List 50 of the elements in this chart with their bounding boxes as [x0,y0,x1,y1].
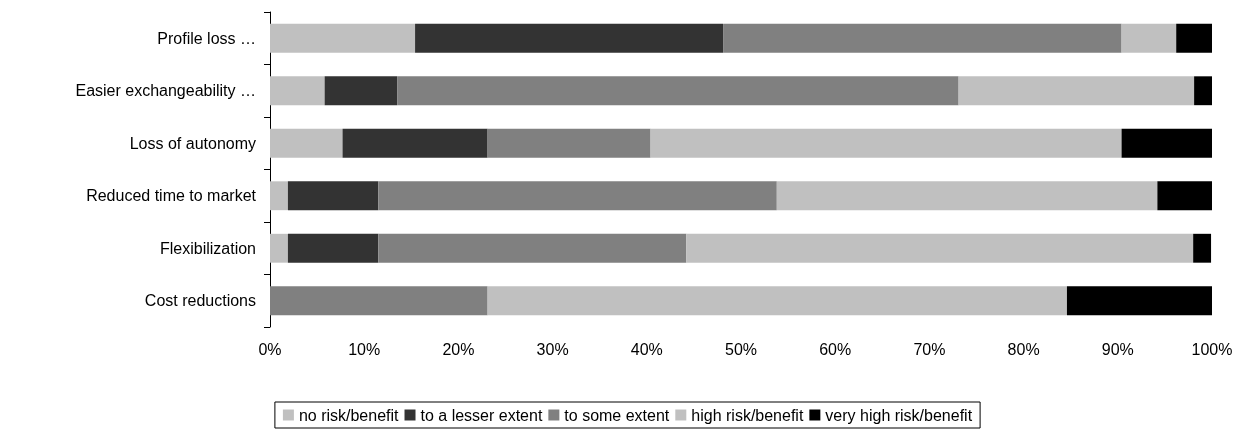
legend-label: very high risk/benefit [825,406,973,424]
bar [287,233,379,263]
y-tick-label: Loss of autonomy [129,134,256,152]
bar [487,128,651,158]
bar [342,128,488,158]
x-tick-label: 20% [442,340,475,358]
bar [1066,286,1212,316]
bar [1194,76,1212,106]
x-tick-label: 90% [1101,340,1134,358]
bar [270,233,288,263]
bar [397,76,959,106]
y-tick-label: Flexibilization [159,239,256,257]
x-tick-label: 10% [348,340,381,358]
bar [287,181,379,211]
legend-label: high risk/benefit [691,406,804,424]
bar [487,286,1067,316]
bar [324,76,398,106]
x-tick-label: 0% [258,340,282,358]
legend-label: to some extent [564,406,670,424]
y-tick-label: Reduced time to market [86,187,257,205]
bar [270,286,488,316]
x-tick-label: 60% [819,340,852,358]
bar [378,233,687,263]
legend-label: to a lesser extent [420,406,543,424]
x-tick-label: 80% [1007,340,1040,358]
y-tick-label: Easier exchangeability … [75,82,256,100]
bar [650,128,1122,158]
x-tick-label: 70% [913,340,946,358]
bar [270,181,288,211]
legend-label: no risk/benefit [298,406,400,424]
bar [415,23,724,53]
x-tick-label: 40% [630,340,663,358]
bar [270,23,416,53]
y-tick-label: Profile loss … [157,29,256,47]
y-tick-label: Cost reductions [144,292,256,310]
bar [776,181,1158,211]
bar [1193,233,1212,263]
x-tick-label: 100% [1191,340,1233,358]
bar [1121,23,1177,53]
bar [270,128,343,158]
bar [1121,128,1212,158]
bar [958,76,1195,106]
x-tick-label: 30% [536,340,569,358]
bar [1157,181,1212,211]
bar [270,76,325,106]
bar [723,23,1122,53]
bar [378,181,777,211]
bar [686,233,1194,263]
bar [1176,23,1212,53]
x-tick-label: 50% [724,340,758,358]
